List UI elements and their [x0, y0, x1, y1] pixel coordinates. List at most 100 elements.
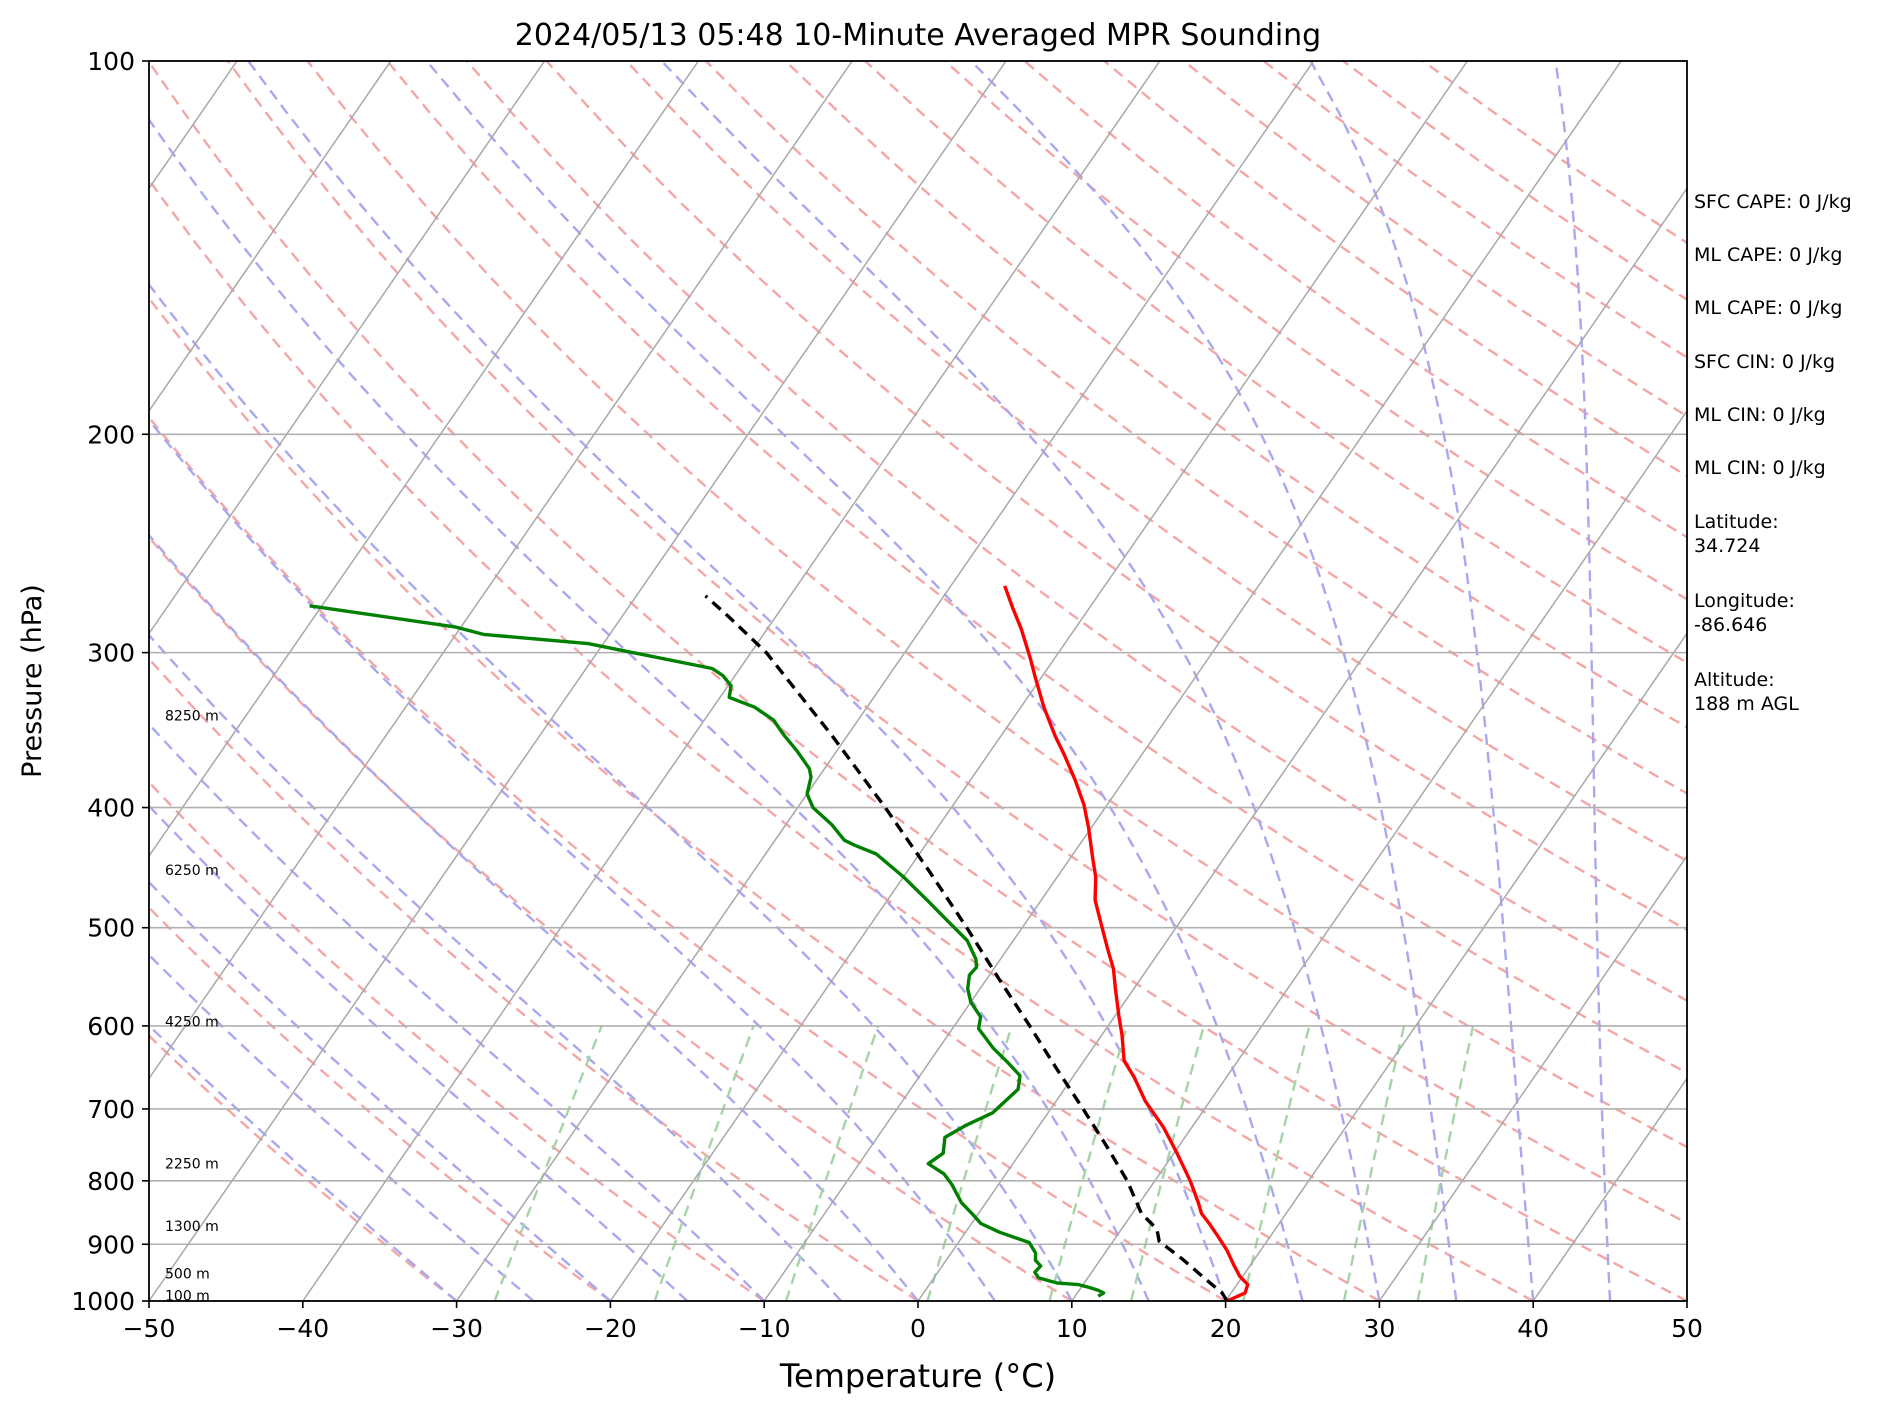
x-axis-label: Temperature (°C)	[779, 1357, 1056, 1395]
x-tick-label: 10	[1056, 1314, 1088, 1343]
dry-adiabat-line	[226, 61, 1687, 1225]
moist-adiabat-line	[1554, 61, 1612, 1301]
moist-adiabat-line	[425, 61, 1304, 1301]
dry-adiabat-line	[149, 1034, 458, 1301]
moist-adiabat-line	[660, 61, 1381, 1301]
moist-adiabat-line	[149, 722, 766, 1301]
x-tick-label: 40	[1517, 1314, 1549, 1343]
height-label: 4250 m	[165, 1014, 219, 1030]
x-tick-label: 20	[1210, 1314, 1242, 1343]
mixing-ratio-line	[1048, 1025, 1129, 1301]
ml-cape-stat: ML CAPE: 0 J/kg	[1694, 244, 1843, 266]
chart-title: 2024/05/13 05:48 10-Minute Averaged MPR …	[515, 18, 1321, 53]
ml-cin-stat: ML CIN: 0 J/kg	[1694, 404, 1826, 426]
y-axis-label: Pressure (hPa)	[17, 584, 48, 778]
y-tick-label: 400	[87, 794, 135, 823]
mixing-ratio-line	[1342, 1025, 1406, 1301]
x-tick-label: 50	[1671, 1314, 1703, 1343]
dry-adiabat-line	[149, 780, 765, 1301]
latitude-stat: Latitude: 34.724	[1694, 511, 1779, 557]
height-label: 500 m	[165, 1266, 210, 1282]
moist-adiabat-line	[970, 61, 1458, 1301]
sounding-series	[309, 585, 1250, 1301]
dry-adiabat-line	[386, 61, 1687, 1075]
x-tick-label: −20	[584, 1314, 637, 1343]
isotherm-line	[149, 61, 700, 858]
sfc-cin-stat: SFC CIN: 0 J/kg	[1694, 351, 1836, 373]
isotherm-line	[1224, 632, 1687, 1301]
x-tick-label: −50	[123, 1314, 176, 1343]
altitude-stat: Altitude: 188 m AGL	[1694, 669, 1799, 715]
moist-adiabat-line	[149, 533, 919, 1301]
dry-adiabat-line	[149, 657, 919, 1301]
isotherm-line	[1071, 409, 1687, 1301]
dry-adiabat-line	[149, 415, 1227, 1301]
moist-adiabat-line	[247, 61, 1227, 1301]
isotherm-line	[149, 61, 392, 413]
y-axis-ticks: 100 200 300 400 500 600 700 800 900 1000	[71, 47, 149, 1316]
moist-adiabat-line	[149, 804, 689, 1301]
parcel-line	[704, 594, 1229, 1301]
x-tick-label: 0	[910, 1314, 926, 1343]
moist-adiabat-line	[149, 880, 612, 1301]
height-label: 100 m	[165, 1289, 210, 1305]
moist-adiabat-line	[149, 418, 996, 1301]
isotherm-line	[917, 187, 1687, 1301]
dry-adiabat-line	[306, 61, 1687, 1149]
isotherm-line	[149, 61, 1007, 1301]
isotherm-line	[302, 61, 1161, 1301]
y-tick-label: 600	[87, 1012, 135, 1041]
y-tick-label: 200	[87, 420, 135, 449]
y-tick-label: 700	[87, 1095, 135, 1124]
height-labels: 100 m 500 m 1300 m 2250 m 4250 m 6250 m 8250 m	[165, 708, 219, 1304]
isotherm-line	[1532, 1077, 1687, 1301]
y-tick-label: 300	[87, 639, 135, 668]
isotherm-line	[149, 61, 853, 1080]
moist-adiabat-line	[149, 1023, 458, 1301]
dewpoint-line	[309, 604, 1106, 1298]
moist-adiabat-line	[149, 633, 842, 1301]
mixing-ratio-line	[1129, 1025, 1205, 1301]
dry-adiabat-line	[149, 905, 612, 1301]
dry-adiabat-line	[545, 61, 1687, 932]
mixing-ratio-line	[1242, 1025, 1311, 1301]
longitude-stat: Longitude: -86.646	[1694, 590, 1795, 636]
height-label: 2250 m	[165, 1157, 219, 1173]
y-tick-label: 1000	[71, 1287, 135, 1316]
x-tick-label: −40	[276, 1314, 329, 1343]
x-axis-ticks: −50 −40 −30 −20 −10 0 10 20 30 40 50	[123, 1301, 1703, 1343]
isotherm-line	[149, 61, 546, 635]
dry-adiabat-line	[705, 61, 1687, 795]
y-tick-label: 900	[87, 1230, 135, 1259]
height-label: 6250 m	[165, 863, 219, 879]
height-label: 8250 m	[165, 708, 219, 724]
dry-adiabat-line	[465, 61, 1687, 1002]
mixing-ratio-line	[493, 1025, 603, 1301]
isotherm-line	[609, 61, 1469, 1301]
plot-frame	[148, 60, 1688, 1302]
dry-adiabat-line	[149, 535, 1073, 1301]
dry-adiabat-line	[149, 296, 1380, 1301]
dry-adiabat-line	[864, 61, 1687, 665]
mixing-ratio-line	[784, 1025, 880, 1301]
isotherm-line	[1378, 854, 1687, 1301]
ml-cin-stat-2: ML CIN: 0 J/kg	[1694, 457, 1826, 479]
mixing-ratio-line	[1416, 1025, 1475, 1301]
moist-adiabat-line	[149, 282, 1073, 1301]
y-tick-label: 100	[87, 47, 135, 76]
background-lines	[149, 61, 1687, 1301]
dry-adiabat-line	[149, 61, 1687, 1301]
x-tick-label: 30	[1363, 1314, 1395, 1343]
x-tick-label: −30	[430, 1314, 483, 1343]
temperature-line	[1003, 585, 1250, 1301]
moist-adiabat-line	[149, 117, 1150, 1301]
ml-cape-stat-2: ML CAPE: 0 J/kg	[1694, 297, 1843, 319]
x-tick-label: −10	[738, 1314, 791, 1343]
dry-adiabat-line	[149, 177, 1534, 1301]
y-tick-label: 800	[87, 1167, 135, 1196]
isotherm-line	[763, 61, 1622, 1301]
mixing-ratio-line	[926, 1025, 1013, 1301]
sfc-cape-stat: SFC CAPE: 0 J/kg	[1694, 191, 1852, 213]
y-tick-label: 500	[87, 914, 135, 943]
moist-adiabat-line	[149, 953, 535, 1301]
